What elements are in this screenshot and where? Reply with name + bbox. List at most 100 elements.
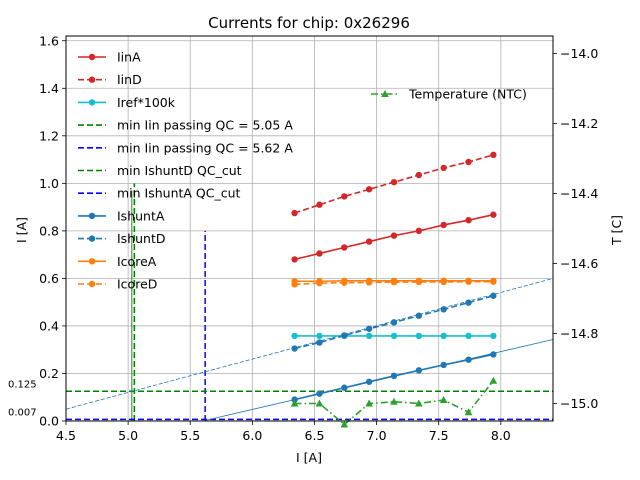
temperature-point-1 (315, 399, 324, 407)
point-IinD-5 (415, 171, 423, 179)
point-IshuntD-1 (316, 339, 323, 346)
legend2-label: Temperature (NTC) (408, 87, 527, 102)
y-tick-label-4: 0.8 (39, 223, 59, 238)
temperature-point-7 (464, 408, 473, 416)
point-Iref*100k-4 (390, 332, 398, 340)
x-tick-label-0: 4.5 (56, 428, 76, 443)
point-IcoreD-5 (415, 278, 423, 286)
point-IcoreD-7 (465, 278, 472, 285)
point-IinD-1 (316, 201, 323, 208)
reference-lines: 0.125 0.007 (8, 183, 553, 421)
x-axis-title: I [A] (296, 450, 322, 465)
point-Iref*100k-1 (316, 332, 323, 340)
point-IshuntD-3 (365, 325, 373, 332)
temperature-point-6 (439, 396, 448, 403)
temperature-point-8 (489, 376, 498, 384)
legend-temperature: Temperature (NTC) (371, 87, 527, 102)
axes (65, 35, 554, 422)
point-IcoreD-3 (365, 279, 373, 286)
legend-marker-8 (88, 235, 96, 242)
point-IcoreD-1 (316, 279, 323, 287)
x-tick-label-7: 8.0 (491, 428, 511, 443)
legend-marker-1 (88, 76, 96, 83)
point-IshuntD-4 (390, 319, 398, 326)
point-IcoreD-4 (390, 279, 398, 286)
legend2-marker (381, 90, 389, 97)
y2-tick-label-1: −14.8 (560, 326, 598, 341)
legend-marker-9 (88, 258, 96, 265)
y-tick-label-2: 0.4 (39, 318, 59, 333)
tick-labels: 4.5 5.0 5.5 6.0 6.5 7.0 7.5 8.0 0.0 0.2 0.4 0.6 0.8 1… (39, 33, 598, 443)
temperature-point-4 (390, 397, 398, 405)
point-IinA-3 (365, 238, 373, 245)
y-tick-label-3: 0.6 (39, 271, 59, 286)
legend-marker-0 (88, 53, 96, 61)
fit-line-1 (65, 278, 554, 410)
legend-label-3: min Iin passing QC = 5.05 A (117, 118, 293, 133)
y2-tick-label-4: −14.2 (560, 116, 598, 131)
legend-label-2: Iref*100k (117, 95, 176, 110)
point-IinD-0 (291, 209, 298, 217)
data-series (291, 151, 497, 403)
legend-marker-2 (88, 99, 96, 106)
point-IshuntA-2 (341, 384, 348, 391)
point-IinA-0 (291, 256, 298, 263)
y-tick-label-0: 0.0 (39, 414, 59, 429)
point-IinA-2 (341, 244, 348, 251)
point-IshuntD-6 (440, 306, 447, 313)
x-tick-label-5: 7.0 (367, 428, 387, 443)
point-IinA-1 (316, 250, 323, 257)
point-IshuntD-5 (415, 312, 423, 319)
y2-axis-title: T [C] (609, 215, 624, 246)
legend-label-9: IcoreA (117, 254, 157, 269)
point-IshuntD-7 (465, 299, 472, 306)
temperature-point-0 (290, 399, 299, 407)
point-IshuntD-8 (490, 292, 497, 299)
point-IinD-2 (341, 193, 348, 200)
y-tick-label-7: 1.4 (39, 81, 59, 96)
point-IcoreD-6 (440, 278, 447, 286)
legend-label-1: IinD (117, 72, 142, 87)
point-Iref*100k-6 (440, 332, 447, 340)
legend-label-8: IshuntD (117, 231, 166, 246)
point-IcoreD-0 (291, 281, 298, 288)
point-IshuntD-0 (291, 345, 298, 352)
y2-tick-label-3: −14.4 (560, 186, 598, 201)
y-axis-title: I [A] (14, 217, 29, 243)
point-IcoreD-8 (490, 278, 497, 285)
point-IshuntA-5 (415, 367, 423, 374)
y-tick-label-5: 1.0 (39, 176, 59, 191)
hline-label-0: 0.125 (8, 379, 37, 390)
point-IinD-6 (440, 164, 447, 172)
y-tick-label-6: 1.2 (39, 128, 59, 143)
point-Iref*100k-8 (490, 332, 497, 340)
point-IshuntA-3 (365, 378, 373, 385)
temperature-point-5 (415, 399, 423, 407)
y-tick-label-8: 1.6 (39, 33, 59, 48)
y2-tick-label-2: −14.6 (560, 256, 598, 271)
y-tick-label-1: 0.2 (39, 366, 59, 381)
point-IinA-5 (415, 227, 423, 235)
x-tick-label-6: 7.5 (429, 428, 449, 443)
legend-label-4: min Iin passing QC = 5.62 A (117, 140, 293, 155)
plot-frame (65, 35, 554, 422)
chart-title: Currents for chip: 0x26296 (208, 14, 410, 32)
temperature-series (290, 376, 498, 428)
legend-label-6: min IshuntA QC_cut (117, 186, 241, 201)
legend-marker-10 (88, 280, 96, 288)
point-IshuntA-1 (316, 390, 323, 397)
point-IinA-8 (490, 211, 497, 218)
point-IinD-7 (465, 158, 472, 166)
point-Iref*100k-3 (365, 332, 373, 340)
point-Iref*100k-5 (415, 332, 423, 340)
point-IshuntA-7 (465, 356, 472, 363)
point-IinD-8 (490, 151, 497, 159)
temperature-point-3 (365, 399, 373, 407)
legend-label-10: IcoreD (117, 277, 157, 292)
point-IinA-7 (465, 216, 472, 224)
point-IinA-6 (440, 221, 447, 229)
x-tick-label-4: 6.5 (305, 428, 325, 443)
point-IcoreD-2 (341, 279, 348, 286)
hline-label-1: 0.007 (8, 407, 37, 418)
